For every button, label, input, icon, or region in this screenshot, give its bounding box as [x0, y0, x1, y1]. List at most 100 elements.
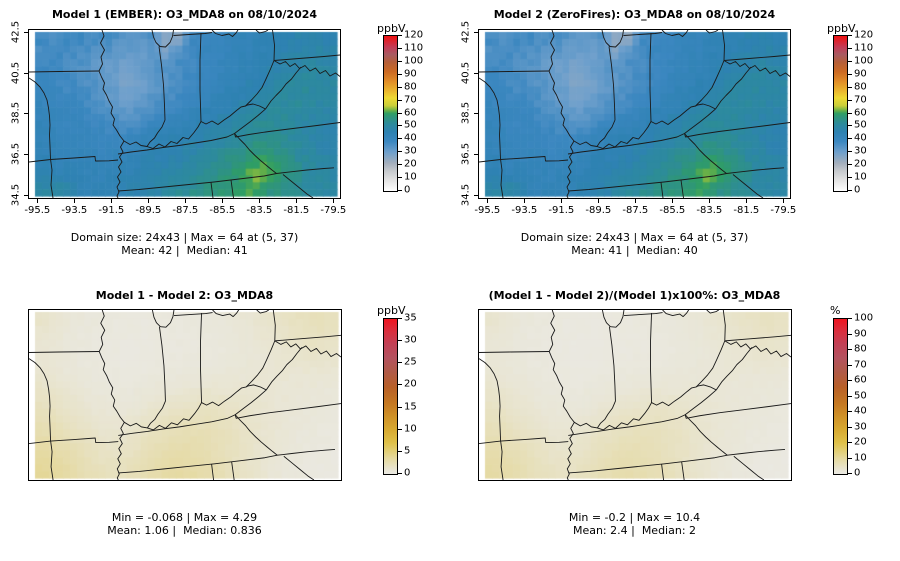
state-border-line	[661, 30, 689, 37]
x-axis-label: -79.5	[770, 205, 797, 216]
colorbar-tick	[398, 164, 402, 166]
x-axis-label: -89.5	[135, 205, 162, 216]
state-border-line	[724, 334, 791, 342]
colorbar-tick	[848, 426, 852, 428]
x-axis-tick	[524, 199, 526, 203]
colorbar-tick	[848, 86, 852, 88]
colorbar-tick	[398, 112, 402, 114]
colorbar-tick-label: 80	[404, 81, 417, 93]
state-border-line	[567, 167, 785, 192]
panel4-stats-line2: Mean: 2.4 | Median: 2	[572, 524, 697, 537]
colorbar-tick	[398, 35, 402, 36]
state-boundaries	[479, 30, 790, 198]
y-axis-tick	[474, 31, 478, 33]
state-border-line	[210, 182, 214, 198]
colorbar-tick	[848, 190, 852, 191]
x-axis-tick	[37, 199, 39, 203]
colorbar-tick	[848, 73, 852, 75]
colorbar-tick-label: 50	[854, 119, 867, 131]
colorbar-tick	[398, 47, 402, 49]
panel1-title: Model 1 (EMBER): O3_MDA8 on 08/10/2024	[51, 8, 318, 21]
panel1-stats-line2: Mean: 42 | Median: 41	[121, 244, 248, 257]
colorbar-tick-label: 30	[854, 145, 867, 157]
state-border-line	[117, 122, 340, 155]
panel4-title: (Model 1 - Model 2)/(Model 1)x100%: O3_M…	[488, 289, 781, 302]
colorbar-tick-label: 70	[854, 359, 867, 370]
x-axis-tick	[259, 199, 261, 203]
x-axis-tick	[111, 199, 113, 203]
colorbar-tick-label: 10	[404, 423, 417, 435]
state-border-line	[500, 158, 504, 198]
colorbar-tick-label: 10	[854, 452, 867, 463]
panel2-colorbar-label: ppbV	[827, 22, 856, 35]
colorbar-tick-label: 40	[854, 132, 867, 144]
colorbar-tick	[848, 457, 852, 459]
state-border-line	[98, 310, 125, 480]
state-border-line	[706, 310, 720, 314]
state-border-line	[29, 70, 100, 73]
state-border-line	[273, 60, 340, 77]
colorbar	[383, 318, 398, 475]
colorbar-tick-label: 100	[404, 55, 424, 67]
colorbar-tick	[848, 164, 852, 166]
x-axis-label: -91.5	[98, 205, 125, 216]
state-border-line	[29, 358, 52, 441]
colorbar-tick	[848, 99, 852, 101]
colorbar-tick-label: 40	[404, 132, 417, 144]
colorbar-tick	[398, 190, 402, 191]
state-border-line	[118, 403, 341, 436]
colorbar-tick	[398, 318, 402, 319]
colorbar-tick	[398, 384, 402, 386]
state-border-line	[662, 310, 690, 318]
state-border-line	[173, 32, 213, 36]
state-border-line	[596, 46, 616, 147]
state-border-line	[650, 313, 653, 403]
colorbar	[383, 35, 398, 192]
x-axis-label: -87.5	[622, 205, 649, 216]
colorbar-tick-label: 30	[404, 145, 417, 157]
colorbar-tick	[848, 349, 852, 350]
x-axis-label: -83.5	[246, 205, 273, 216]
colorbar-tick	[848, 125, 852, 127]
colorbar-tick-label: 60	[404, 107, 417, 118]
state-border-line	[601, 30, 624, 48]
x-axis-label: -83.5	[696, 205, 723, 216]
state-border-line	[273, 54, 340, 61]
state-border-line	[548, 310, 575, 480]
x-axis-label: -95.5	[474, 205, 501, 216]
panel1-map	[28, 29, 341, 199]
colorbar-tick-label: 90	[854, 68, 867, 80]
state-border-line	[146, 46, 166, 147]
panel4-raster	[479, 310, 791, 480]
colorbar-tick-label: 90	[854, 328, 867, 339]
colorbar-tick-label: 90	[404, 68, 417, 80]
colorbar-tick-label: 0	[404, 467, 411, 479]
colorbar-tick-label: 50	[404, 119, 417, 131]
x-axis-tick	[487, 199, 489, 203]
x-axis-label: -81.5	[733, 205, 760, 216]
colorbar-tick	[398, 151, 402, 153]
x-axis-label: -93.5	[511, 205, 538, 216]
colorbar-tick-label: 20	[404, 378, 417, 390]
state-border-line	[567, 122, 790, 155]
state-border-line	[255, 30, 269, 34]
colorbar-tick	[848, 151, 852, 153]
state-border-line	[680, 179, 684, 198]
state-border-line	[715, 66, 752, 110]
state-border-line	[695, 103, 716, 110]
y-axis-tick	[24, 113, 28, 115]
y-axis-label: 42.5	[10, 20, 22, 43]
y-axis-tick	[474, 113, 478, 115]
colorbar-tick	[398, 125, 402, 127]
state-border-line	[151, 30, 174, 48]
colorbar-tick-label: 110	[404, 42, 424, 54]
y-axis-tick	[24, 72, 28, 74]
colorbar-tick-label: 50	[854, 390, 867, 401]
state-border-line	[548, 30, 575, 198]
state-border-line	[500, 440, 504, 480]
colorbar-tick-label: 0	[404, 184, 411, 196]
colorbar-tick-label: 60	[854, 374, 867, 386]
y-axis-label: 38.5	[460, 102, 472, 125]
colorbar-tick	[398, 450, 402, 452]
